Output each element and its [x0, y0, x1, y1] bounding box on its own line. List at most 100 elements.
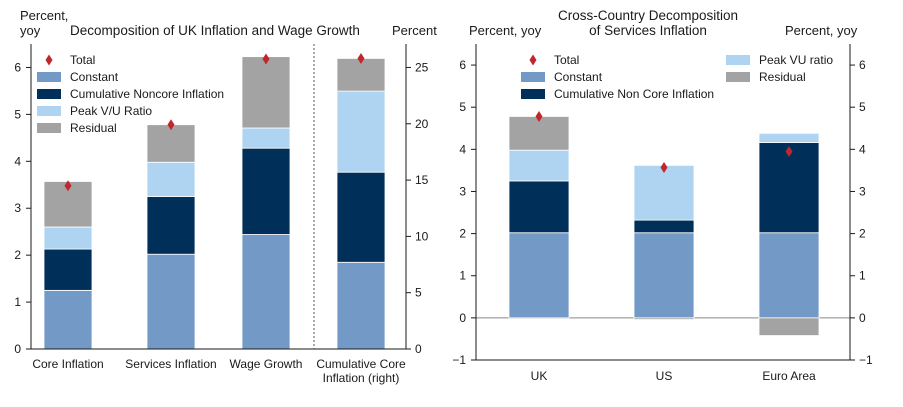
left-ytick-label: 5 — [459, 100, 466, 114]
right-ytick-label: 2 — [859, 227, 866, 241]
right-ytick-label: 4 — [859, 142, 866, 156]
right-ytick-label: 5 — [859, 100, 866, 114]
legend-label: Cumulative Non Core Inflation — [554, 87, 714, 101]
bar-segment-noncore — [336, 171, 386, 263]
left-ytick-label: 3 — [459, 184, 466, 198]
right-ytick-label: −1 — [859, 353, 873, 367]
total-marker — [535, 110, 543, 122]
legend-swatch-constant — [37, 72, 61, 82]
legend-label: Total — [70, 53, 95, 67]
right-chart-title-line2: of Services Inflation — [589, 23, 707, 38]
bar-segment-constant — [508, 232, 570, 319]
left-ytick-label: 2 — [459, 227, 466, 241]
right-chart-title-line1: Cross-Country Decomposition — [558, 8, 738, 23]
left-ticks: 0 1 2 3 4 5 6 0 5 10 15 20 25 — [14, 60, 428, 356]
legend-swatch-residual — [37, 123, 61, 133]
left-x-labels: Core Inflation Services Inflation Wage Gro… — [32, 357, 406, 385]
bar-segment-vu — [146, 161, 196, 197]
right-ytick-label: 25 — [415, 60, 429, 74]
bar-segment-residual — [241, 56, 291, 129]
bar-segment-noncore — [241, 147, 291, 235]
bar-segment-vu — [508, 149, 570, 182]
bar-segment-vu — [336, 90, 386, 173]
left-bars — [43, 52, 386, 350]
bar-segment-residual — [146, 124, 196, 163]
bar-segment-noncore — [43, 248, 93, 291]
legend-swatch-noncore — [37, 89, 61, 99]
bar-segment-noncore — [508, 180, 570, 234]
right-right-y-label: Percent, yoy — [785, 23, 858, 38]
legend-swatch-residual — [726, 72, 750, 82]
legend-label: Peak VU ratio — [759, 53, 833, 67]
bar-segment-noncore — [758, 142, 820, 234]
right-ytick-label: 0 — [859, 311, 866, 325]
left-ytick-label: 0 — [459, 311, 466, 325]
bar-segment-vu — [43, 226, 93, 250]
legend-swatch-total — [45, 54, 53, 66]
right-ytick-label: 0 — [415, 342, 422, 356]
right-ytick-label: 10 — [415, 229, 429, 243]
left-ytick-label: 6 — [459, 58, 466, 72]
legend-swatch-vu — [726, 55, 750, 65]
bar-segment-residual — [758, 317, 820, 336]
right-ytick-label: 20 — [415, 117, 429, 131]
x-tick-label: Services Inflation — [125, 357, 216, 371]
left-right-y-label: Percent — [392, 23, 437, 38]
left-ytick-label: 1 — [459, 269, 466, 283]
left-legend: Total Constant Cumulative Noncore Inflatio… — [37, 53, 224, 135]
right-left-y-label: Percent, yoy — [469, 23, 542, 38]
total-marker — [167, 119, 175, 131]
left-ytick-label: 3 — [14, 201, 21, 215]
right-ytick-label: 5 — [415, 286, 422, 300]
x-tick-label: US — [656, 369, 673, 383]
legend-swatch-total — [529, 54, 537, 66]
bar-segment-vu — [633, 164, 695, 221]
total-marker — [785, 145, 793, 157]
legend-label: Constant — [554, 70, 603, 84]
legend-swatch-vu — [37, 106, 61, 116]
legend-label: Total — [554, 53, 579, 67]
total-marker — [262, 53, 270, 65]
right-bars — [508, 110, 820, 336]
left-ytick-label: 4 — [14, 154, 21, 168]
legend-label: Peak V/U Ratio — [70, 104, 152, 118]
right-ticks: −1 −1 0 0 1 1 2 2 3 3 4 4 5 5 6 6 — [452, 58, 873, 367]
bar-segment-residual — [508, 116, 570, 151]
left-ytick-label: 4 — [459, 142, 466, 156]
bar-segment-noncore — [633, 219, 695, 234]
bar-segment-constant — [758, 232, 820, 319]
x-tick-label: Cumulative Core — [316, 357, 406, 371]
left-ytick-label: 1 — [14, 295, 21, 309]
left-ytick-label: 2 — [14, 248, 21, 262]
legend-label: Cumulative Noncore Inflation — [70, 87, 224, 101]
right-x-labels: UK US Euro Area — [531, 369, 816, 383]
bar-segment-vu — [758, 132, 820, 143]
left-chart-title: Decomposition of UK Inflation and Wage G… — [70, 23, 360, 38]
bar-segment-vu — [241, 127, 291, 149]
right-ytick-label: 15 — [415, 173, 429, 187]
legend-swatch-noncore — [521, 89, 545, 99]
right-ytick-label: 3 — [859, 184, 866, 198]
bar-segment-constant — [43, 289, 93, 350]
right-legend: Total Constant Cumulative Non Core Inflati… — [521, 53, 833, 101]
x-tick-label: Euro Area — [762, 369, 816, 383]
left-ytick-label: 5 — [14, 107, 21, 121]
x-tick-label: Wage Growth — [230, 357, 303, 371]
bar-segment-constant — [336, 261, 386, 350]
left-chart: Percent, yoy Decomposition of UK Inflati… — [14, 8, 437, 385]
left-ytick-label: −1 — [452, 353, 466, 367]
bar-segment-noncore — [146, 196, 196, 255]
left-y-label-line1: Percent, — [20, 8, 68, 23]
total-marker — [660, 161, 668, 173]
legend-label: Residual — [70, 121, 117, 135]
total-marker — [357, 52, 365, 64]
right-ytick-label: 6 — [859, 58, 866, 72]
x-tick-label: Inflation (right) — [323, 371, 400, 385]
bar-segment-constant — [146, 253, 196, 350]
right-ytick-label: 1 — [859, 269, 866, 283]
legend-label: Residual — [759, 70, 806, 84]
bar-segment-constant — [241, 234, 291, 350]
bar-segment-constant — [633, 232, 695, 319]
left-y-label-line2: yoy — [20, 23, 41, 38]
